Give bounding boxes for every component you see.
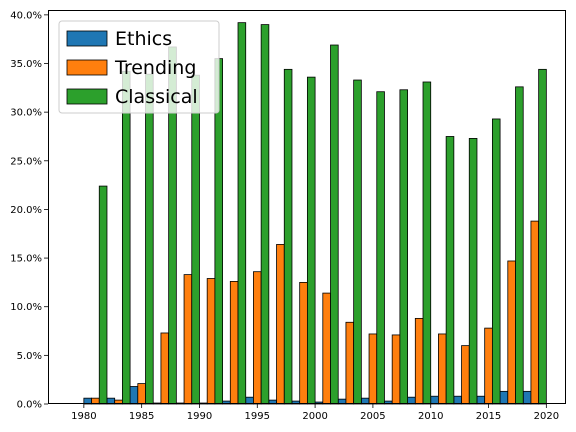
bar-classical-1995	[260, 24, 270, 405]
bar-classical-1985	[145, 73, 154, 405]
legend-swatch-trending	[66, 59, 108, 76]
bar-ethics-2009	[407, 396, 416, 405]
bar-ethics-1985	[129, 386, 139, 405]
x-tick-label: 2005	[360, 411, 385, 422]
bar-trending-1995	[253, 271, 262, 405]
bar-classical-1981	[98, 185, 108, 405]
y-tick-label: 10.0%	[10, 302, 42, 313]
x-tick-label: 2020	[534, 411, 559, 422]
bar-classical-2007	[399, 89, 409, 405]
x-tick-label: 1985	[129, 411, 154, 422]
bar-trending-2019	[530, 220, 540, 405]
bar-trending-2017	[507, 260, 516, 405]
bar-trending-2003	[345, 321, 355, 405]
legend-swatch-ethics	[66, 30, 108, 47]
bar-ethics-2015	[476, 395, 486, 405]
y-tick-label: 20.0%	[10, 205, 42, 216]
y-tick-label: 15.0%	[10, 254, 42, 265]
bar-classical-1989	[191, 74, 200, 405]
x-tick-label: 2010	[418, 411, 443, 422]
y-tick-label: 30.0%	[10, 108, 42, 119]
bar-classical-2003	[353, 79, 362, 405]
bar-ethics-2019	[522, 390, 532, 405]
x-tick-label: 1995	[245, 411, 270, 422]
y-tick-label: 25.0%	[10, 156, 42, 167]
bar-classical-2019	[538, 68, 547, 405]
y-axis-ticks: 0.0% 5.0% 10.0% 15.0% 20.0% 25.0% 30.0% 35.0% 40…	[10, 10, 48, 411]
bar-trending-1987	[160, 332, 170, 405]
legend-label-ethics: Ethics	[115, 28, 172, 50]
y-tick-label: 5.0%	[17, 351, 42, 362]
bar-classical-2013	[468, 138, 478, 405]
bar-classical-2009	[422, 81, 432, 405]
plot-frame	[48, 10, 566, 404]
legend: Ethics Trending Classical	[58, 20, 220, 114]
bar-trending-1985	[137, 383, 146, 405]
bar-classical-1983	[121, 70, 131, 405]
x-tick-label: 2000	[302, 411, 327, 422]
bar-trending-2001	[322, 292, 331, 405]
bar-trending-2009	[414, 317, 424, 405]
bar-classical-2015	[491, 118, 501, 405]
bar-trending-2011	[438, 333, 447, 405]
bar-classical-1997	[283, 68, 293, 405]
x-tick-label: 1980	[71, 411, 96, 422]
bar-trending-2005	[368, 333, 378, 405]
y-tick-label: 0.0%	[17, 400, 42, 411]
bar-classical-1993	[237, 22, 247, 405]
bar-ethics-2011	[430, 395, 439, 405]
legend-label-classical: Classical	[115, 86, 198, 108]
y-tick-label: 35.0%	[10, 59, 42, 70]
x-axis-ticks: 1980 1985 1990 1995 2000 2005 2010 2015 2020	[71, 404, 559, 422]
bar-trending-1989	[183, 274, 193, 405]
bar-trending-2015	[484, 327, 493, 405]
bar-classical-2011	[445, 136, 455, 405]
bar-trending-1993	[229, 281, 239, 405]
bar-classical-2001	[330, 44, 339, 405]
legend-label-trending: Trending	[114, 57, 196, 79]
x-tick-label: 2015	[476, 411, 501, 422]
bar-classical-2017	[515, 86, 524, 405]
bar-classical-2005	[376, 91, 385, 405]
legend-swatch-classical	[66, 88, 108, 105]
y-tick-label: 40.0%	[10, 10, 42, 21]
bar-ethics-1995	[245, 396, 254, 405]
x-tick-label: 1990	[187, 411, 212, 422]
bar-trending-1999	[299, 281, 308, 405]
bar-classical-1999	[306, 76, 316, 405]
bar-ethics-2017	[499, 390, 509, 405]
bar-trending-2007	[391, 334, 401, 405]
bar-trending-1997	[276, 244, 285, 405]
bar-trending-1991	[206, 278, 216, 405]
bar-ethics-2013	[453, 395, 462, 405]
bar-trending-2013	[461, 345, 470, 405]
